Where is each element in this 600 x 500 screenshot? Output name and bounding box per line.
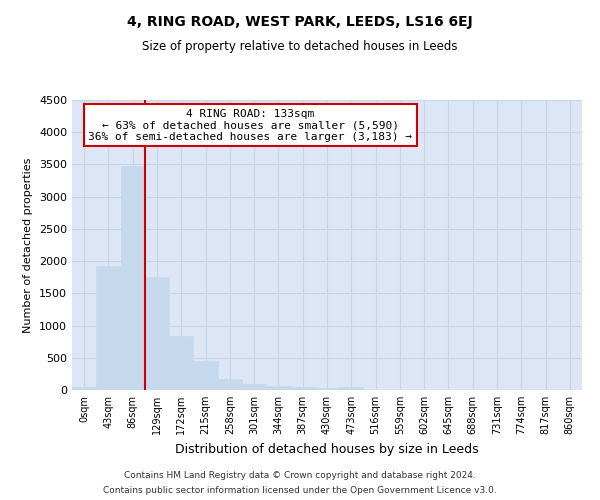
Bar <box>266 386 290 390</box>
Bar <box>218 379 242 390</box>
Bar <box>145 276 169 390</box>
Bar <box>315 388 339 390</box>
Bar <box>339 387 364 390</box>
Text: Size of property relative to detached houses in Leeds: Size of property relative to detached ho… <box>142 40 458 53</box>
Text: 4, RING ROAD, WEST PARK, LEEDS, LS16 6EJ: 4, RING ROAD, WEST PARK, LEEDS, LS16 6EJ <box>127 15 473 29</box>
Bar <box>193 361 218 390</box>
Text: Contains public sector information licensed under the Open Government Licence v3: Contains public sector information licen… <box>103 486 497 495</box>
Bar <box>121 166 145 390</box>
Bar <box>72 387 96 390</box>
X-axis label: Distribution of detached houses by size in Leeds: Distribution of detached houses by size … <box>175 442 479 456</box>
Y-axis label: Number of detached properties: Number of detached properties <box>23 158 34 332</box>
Bar <box>242 384 266 390</box>
Text: 4 RING ROAD: 133sqm
← 63% of detached houses are smaller (5,590)
36% of semi-det: 4 RING ROAD: 133sqm ← 63% of detached ho… <box>89 108 413 142</box>
Bar <box>96 266 121 390</box>
Text: Contains HM Land Registry data © Crown copyright and database right 2024.: Contains HM Land Registry data © Crown c… <box>124 471 476 480</box>
Bar <box>290 388 315 390</box>
Bar <box>169 336 193 390</box>
